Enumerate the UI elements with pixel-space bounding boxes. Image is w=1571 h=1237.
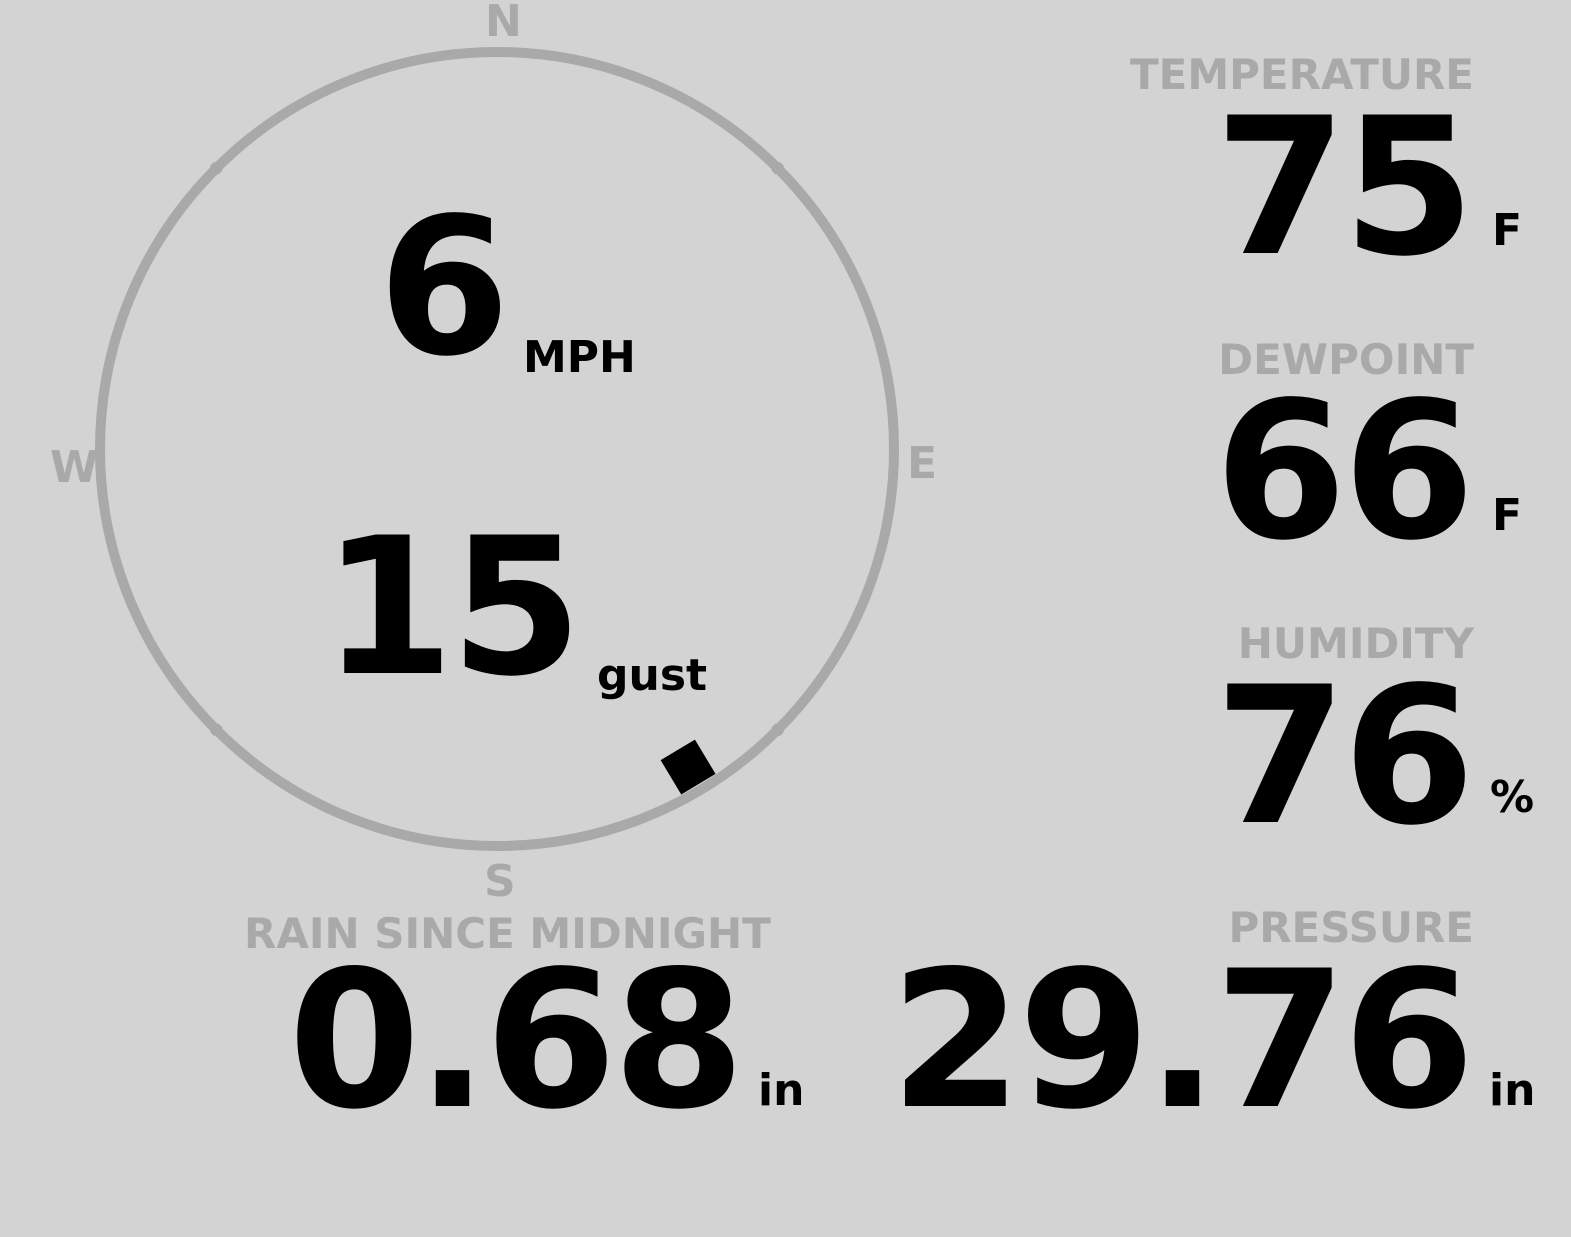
compass-north: N xyxy=(485,0,522,47)
rain-unit: in xyxy=(758,1065,805,1116)
compass-ring xyxy=(95,47,899,851)
compass-south: S xyxy=(484,856,516,907)
rain-label: RAIN SINCE MIDNIGHT xyxy=(244,909,771,958)
wind-speed-value: 6 xyxy=(378,177,510,398)
temperature-value: 75 xyxy=(1214,77,1475,298)
humidity-label: HUMIDITY xyxy=(1237,619,1474,668)
temperature-unit: F xyxy=(1492,205,1523,256)
pressure-unit: in xyxy=(1489,1065,1536,1116)
compass-tick xyxy=(209,161,223,175)
compass-tick xyxy=(771,161,785,175)
wind-gust-unit: gust xyxy=(597,650,708,701)
dewpoint-value: 66 xyxy=(1214,361,1475,582)
compass-east: E xyxy=(907,438,938,489)
wind-compass xyxy=(95,47,899,851)
wind-gust-value: 15 xyxy=(322,497,582,718)
dewpoint-unit: F xyxy=(1492,490,1523,541)
compass-tick xyxy=(771,723,785,737)
humidity-value: 76 xyxy=(1214,646,1475,867)
dewpoint-label: DEWPOINT xyxy=(1218,335,1474,384)
compass-tick xyxy=(209,723,223,737)
pressure-value: 29.76 xyxy=(890,930,1475,1151)
compass-west: W xyxy=(50,442,99,493)
rain-value: 0.68 xyxy=(288,930,745,1151)
temperature-label: TEMPERATURE xyxy=(1130,50,1474,99)
compass-ticks xyxy=(209,161,785,737)
humidity-unit: % xyxy=(1490,772,1535,823)
pressure-label: PRESSURE xyxy=(1228,903,1474,952)
wind-speed-unit: MPH xyxy=(523,332,636,383)
wind-direction-marker xyxy=(660,739,716,795)
